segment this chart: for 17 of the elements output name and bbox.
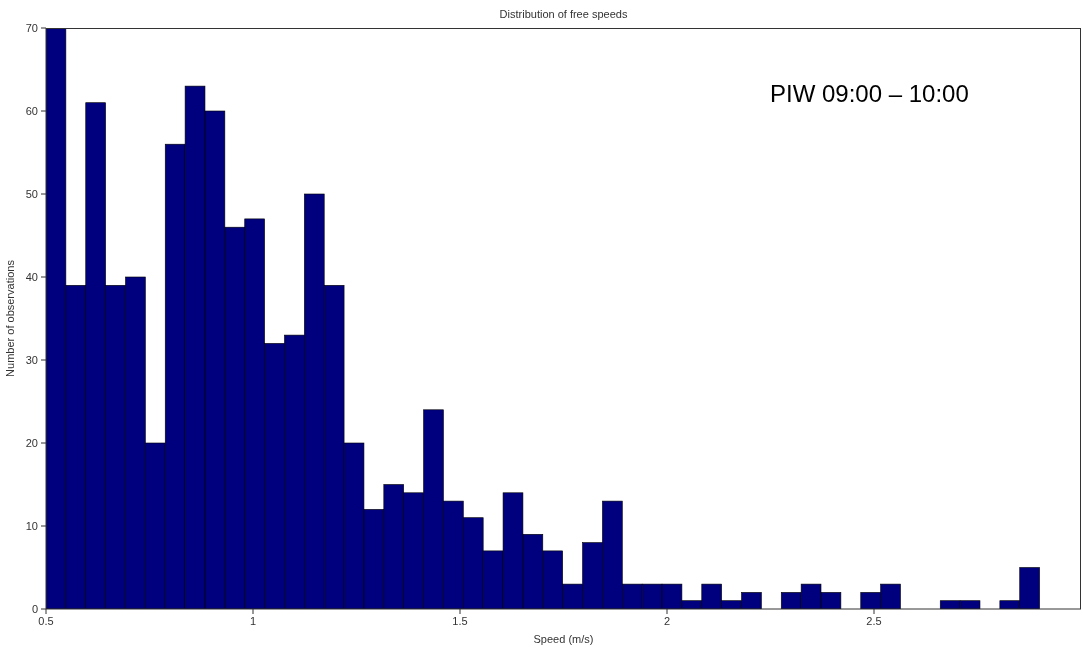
- y-tick-label: 20: [25, 436, 38, 449]
- y-tick-label: 10: [25, 519, 38, 532]
- x-tick-label: 2: [663, 614, 671, 627]
- x-axis-title: Speed (m/s): [533, 633, 594, 645]
- y-tick-label: 70: [25, 21, 38, 34]
- x-tick-label: 0.5: [38, 614, 54, 627]
- annotation: PIW 09:00 – 10:00: [770, 80, 969, 108]
- y-tick-label: 30: [25, 353, 38, 366]
- y-tick-label: 40: [25, 270, 38, 283]
- y-tick-label: 60: [25, 104, 38, 117]
- y-tick-label: 0: [31, 602, 38, 615]
- x-tick-label: 1.5: [452, 614, 468, 627]
- y-axis-title: Number of observations: [3, 259, 16, 377]
- x-tick-label: 2.5: [866, 614, 882, 627]
- x-tick-label: 1: [249, 614, 257, 627]
- y-tick-label: 50: [25, 187, 38, 200]
- chart-title: Distribution of free speeds: [498, 8, 629, 20]
